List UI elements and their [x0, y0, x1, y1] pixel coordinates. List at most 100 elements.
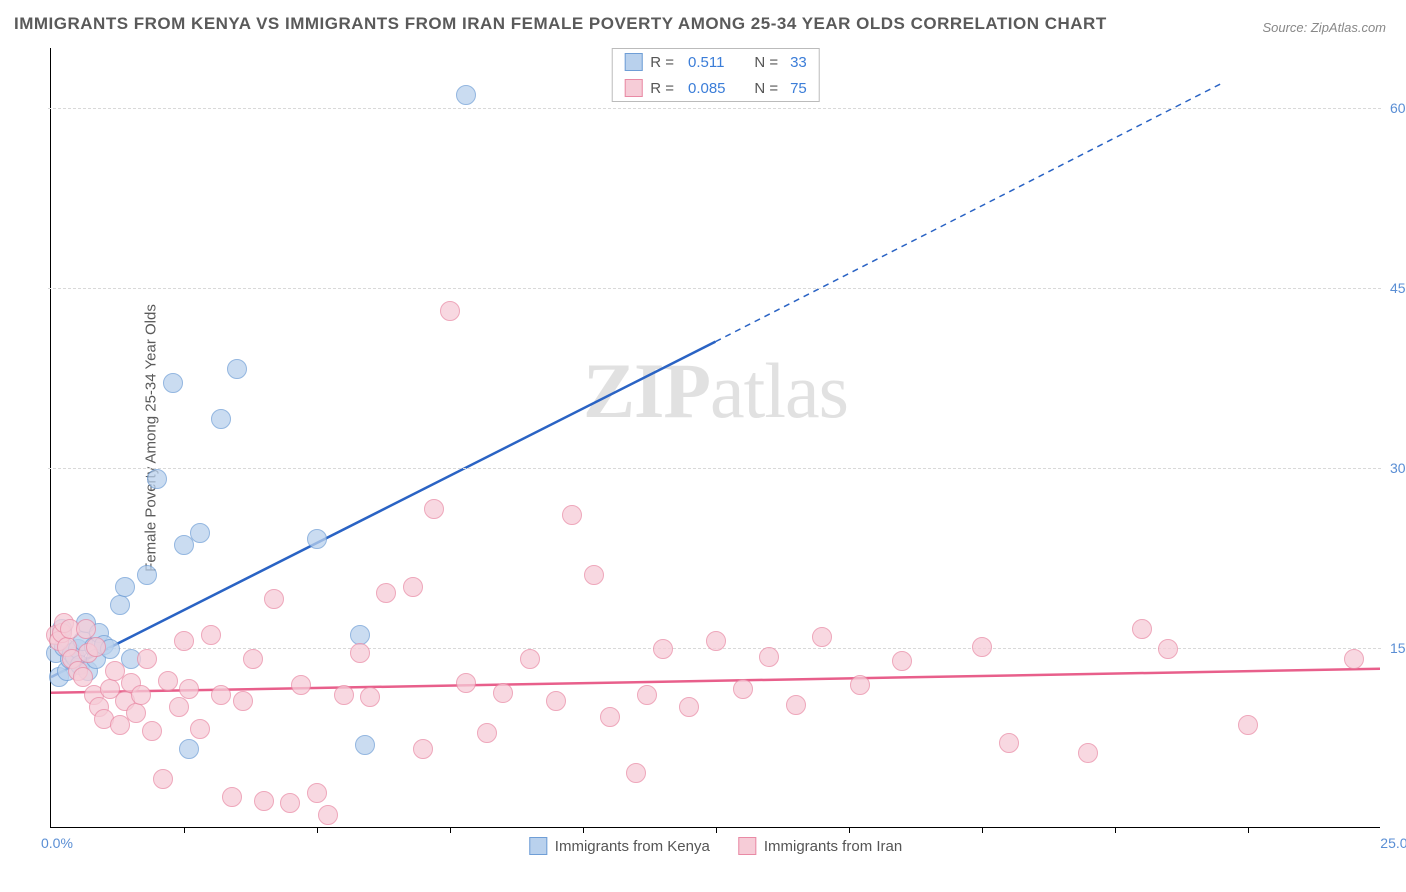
iran-point [179, 679, 199, 699]
iran-point [142, 721, 162, 741]
iran-point [584, 565, 604, 585]
iran-trend-line [51, 669, 1380, 693]
x-origin-label: 0.0% [41, 835, 73, 851]
iran-swatch [738, 837, 756, 855]
iran-point [73, 667, 93, 687]
legend-row-kenya: R =0.511 N =33 [612, 49, 819, 75]
iran-point [520, 649, 540, 669]
iran-point [126, 703, 146, 723]
x-end-label: 25.0% [1380, 835, 1406, 851]
n-value: 33 [790, 54, 807, 71]
iran-point [233, 691, 253, 711]
iran-point [307, 783, 327, 803]
gridline [48, 288, 1381, 289]
gridline [48, 108, 1381, 109]
iran-point [76, 619, 96, 639]
iran-point [254, 791, 274, 811]
iran-point [153, 769, 173, 789]
legend-item-kenya: Immigrants from Kenya [529, 837, 710, 855]
iran-point [222, 787, 242, 807]
x-tick [716, 827, 717, 833]
kenya-point [179, 739, 199, 759]
iran-point [1158, 639, 1178, 659]
iran-point [600, 707, 620, 727]
trend-lines-layer [51, 48, 1380, 827]
iran-point [264, 589, 284, 609]
n-label: N = [746, 80, 778, 97]
x-tick [982, 827, 983, 833]
y-tick-label: 45.0% [1390, 280, 1406, 296]
legend-label: Immigrants from Iran [764, 838, 902, 855]
kenya-swatch [624, 53, 642, 71]
x-tick [450, 827, 451, 833]
iran-point [706, 631, 726, 651]
kenya-point [456, 85, 476, 105]
iran-point [679, 697, 699, 717]
iran-swatch [624, 79, 642, 97]
x-tick [317, 827, 318, 833]
kenya-point [115, 577, 135, 597]
iran-point [174, 631, 194, 651]
iran-point [190, 719, 210, 739]
x-tick [1115, 827, 1116, 833]
iran-point [999, 733, 1019, 753]
iran-point [892, 651, 912, 671]
source-attribution: Source: ZipAtlas.com [1262, 20, 1386, 35]
series-legend: Immigrants from Kenya Immigrants from Ira… [529, 837, 902, 855]
iran-point [850, 675, 870, 695]
iran-point [318, 805, 338, 825]
kenya-point [137, 565, 157, 585]
kenya-swatch [529, 837, 547, 855]
iran-point [786, 695, 806, 715]
gridline [48, 468, 1381, 469]
iran-point [131, 685, 151, 705]
kenya-point [190, 523, 210, 543]
x-tick [583, 827, 584, 833]
iran-point [158, 671, 178, 691]
watermark: ZIPatlas [583, 346, 848, 436]
y-tick-label: 60.0% [1390, 100, 1406, 116]
kenya-point [350, 625, 370, 645]
x-tick [184, 827, 185, 833]
iran-point [334, 685, 354, 705]
legend-label: Immigrants from Kenya [555, 838, 710, 855]
plot-area: Female Poverty Among 25-34 Year Olds ZIP… [50, 48, 1380, 828]
iran-point [733, 679, 753, 699]
iran-point [137, 649, 157, 669]
iran-point [972, 637, 992, 657]
iran-point [440, 301, 460, 321]
iran-point [169, 697, 189, 717]
iran-point [456, 673, 476, 693]
iran-point [403, 577, 423, 597]
y-axis-title: Female Poverty Among 25-34 Year Olds [142, 304, 159, 572]
chart-title: IMMIGRANTS FROM KENYA VS IMMIGRANTS FROM… [14, 14, 1107, 34]
x-tick [1248, 827, 1249, 833]
x-tick [849, 827, 850, 833]
iran-point [424, 499, 444, 519]
iran-point [350, 643, 370, 663]
r-label: R = [650, 54, 674, 71]
correlation-legend: R =0.511 N =33R =0.085 N =75 [611, 48, 820, 102]
iran-point [360, 687, 380, 707]
iran-point [291, 675, 311, 695]
y-tick-label: 30.0% [1390, 460, 1406, 476]
iran-point [413, 739, 433, 759]
iran-point [1238, 715, 1258, 735]
r-label: R = [650, 80, 674, 97]
kenya-point [147, 469, 167, 489]
legend-item-iran: Immigrants from Iran [738, 837, 902, 855]
r-value: 0.085 [688, 80, 738, 97]
kenya-point [163, 373, 183, 393]
r-value: 0.511 [688, 54, 738, 71]
iran-point [653, 639, 673, 659]
kenya-point [211, 409, 231, 429]
iran-point [637, 685, 657, 705]
iran-point [1344, 649, 1364, 669]
iran-point [86, 637, 106, 657]
iran-point [546, 691, 566, 711]
kenya-point [227, 359, 247, 379]
kenya-point [307, 529, 327, 549]
legend-row-iran: R =0.085 N =75 [612, 75, 819, 101]
iran-point [376, 583, 396, 603]
kenya-point [110, 595, 130, 615]
